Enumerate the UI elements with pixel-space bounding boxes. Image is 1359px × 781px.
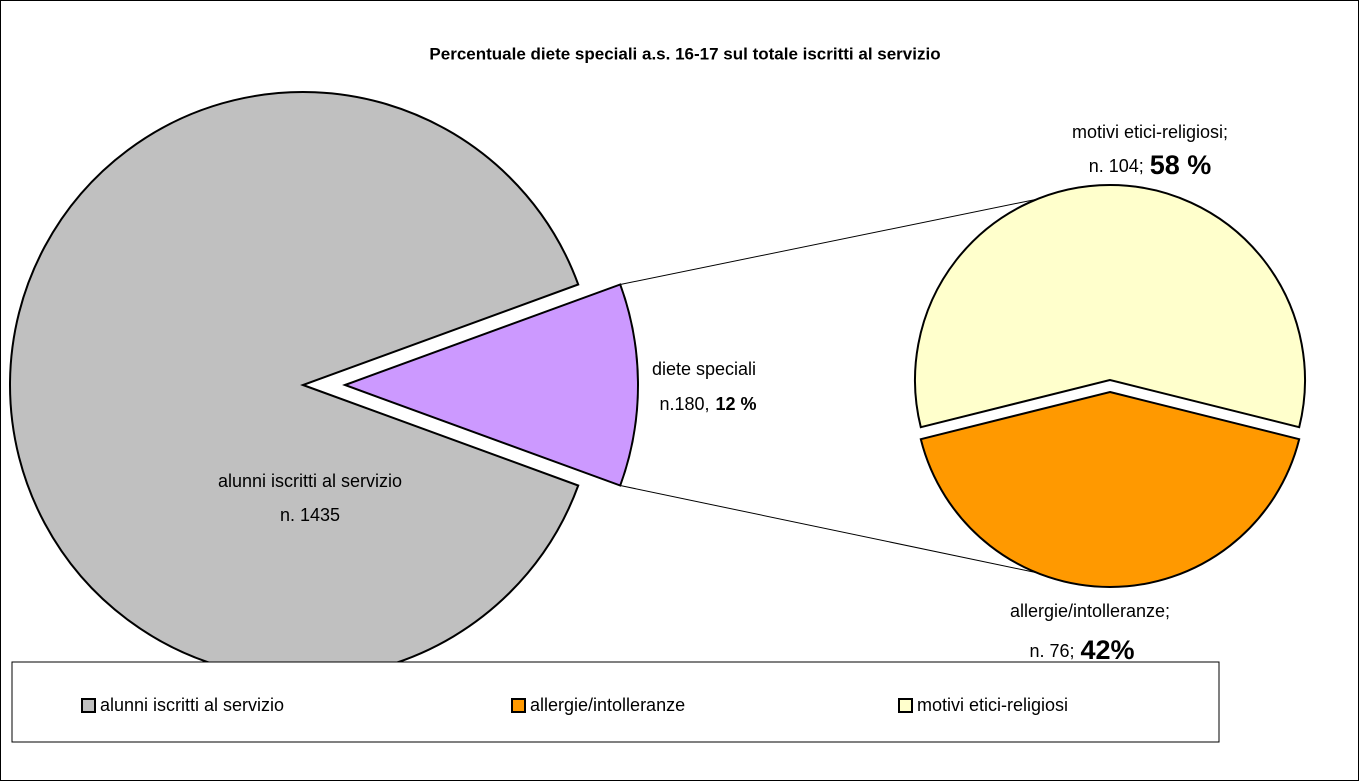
- percent-label: 12 %: [716, 394, 757, 414]
- chart-title: Percentuale diete speciali a.s. 16-17 su…: [429, 44, 940, 63]
- data-label: motivi etici-religiosi;: [1072, 122, 1228, 142]
- pie-slice: [919, 390, 1301, 588]
- pie-slice: [9, 91, 580, 679]
- legend-swatch: [81, 698, 96, 713]
- pie-slice: [342, 283, 639, 487]
- data-label: allergie/intolleranze;: [1010, 601, 1170, 621]
- value-label: n.180,: [659, 394, 709, 414]
- legend-label: alunni iscritti al servizio: [100, 695, 284, 715]
- value-label: n. 76;: [1029, 641, 1074, 661]
- data-label: n.180, 12 %: [659, 394, 756, 414]
- legend-label: allergie/intolleranze: [530, 695, 685, 715]
- value-label: n. 104;: [1089, 156, 1144, 176]
- connector-line: [620, 198, 1038, 285]
- legend-box: [11, 661, 1220, 743]
- legend-label: motivi etici-religiosi: [917, 695, 1068, 715]
- percent-label: 42%: [1081, 635, 1135, 665]
- connector-line: [620, 485, 1038, 574]
- percent-label: 58 %: [1150, 150, 1212, 180]
- legend-swatch: [511, 698, 526, 713]
- data-label: alunni iscritti al servizio: [218, 471, 402, 491]
- data-label: diete speciali: [652, 359, 756, 379]
- data-label: n. 104; 58 %: [1089, 150, 1212, 180]
- data-label: n. 1435: [280, 505, 340, 525]
- data-label: n. 76; 42%: [1029, 635, 1134, 665]
- pie-slice: [914, 184, 1306, 429]
- legend-swatch: [898, 698, 913, 713]
